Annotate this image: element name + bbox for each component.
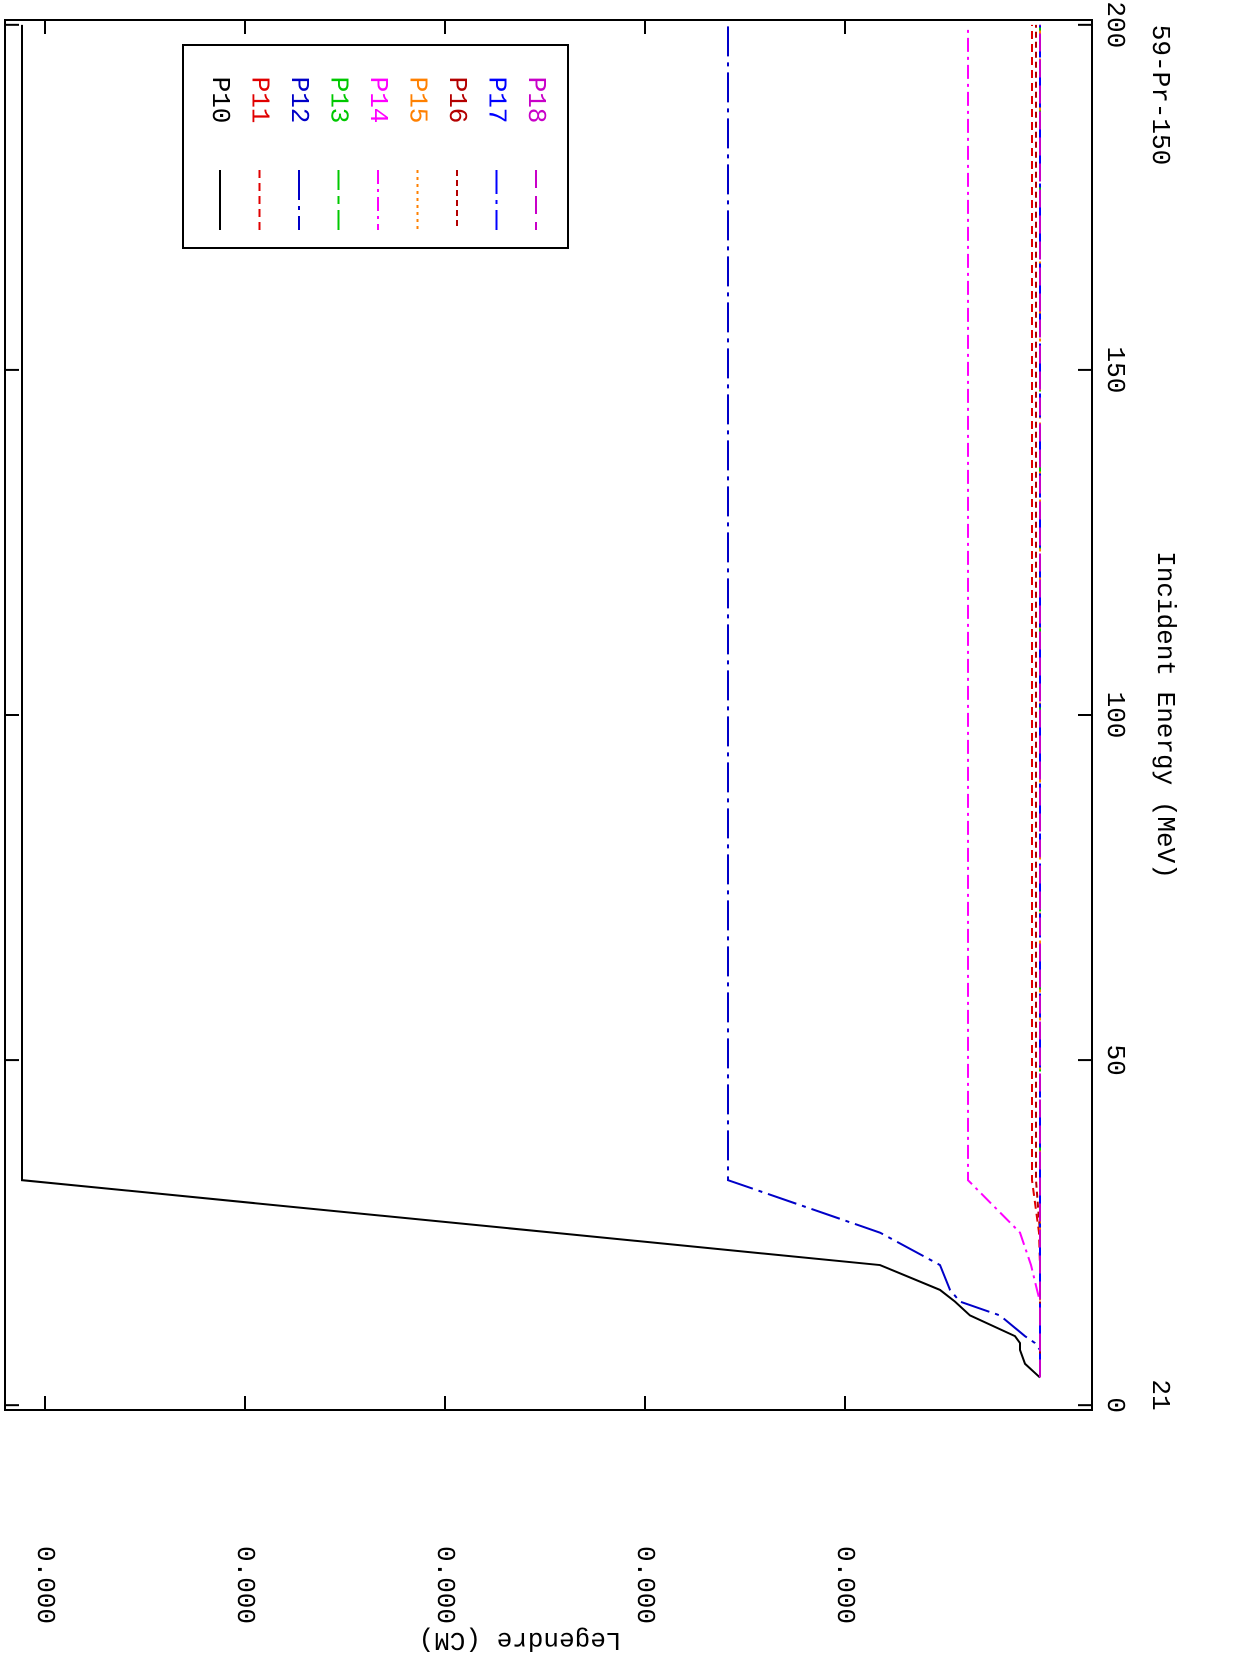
legend-label: P18 [521, 77, 551, 124]
legend-box [182, 44, 569, 249]
x-tick-label: 100 [1100, 692, 1130, 739]
legend-label: P17 [482, 77, 512, 124]
y-tick-label: 0.000 [830, 1546, 860, 1624]
legend-label: P16 [442, 77, 472, 124]
x-tick-label: 50 [1100, 1044, 1130, 1075]
y-tick-label: 0.000 [30, 1546, 60, 1624]
legend-label: P13 [324, 77, 354, 124]
legend-label: P15 [403, 77, 433, 124]
legend-label: P10 [205, 77, 235, 124]
y-tick-label: 0.000 [630, 1546, 660, 1624]
series-line [727, 24, 1041, 1378]
y-tick-label: 0.000 [430, 1546, 460, 1624]
y-axis-label: Legendre (CM) [419, 1625, 622, 1655]
y-tick-label: 0.000 [230, 1546, 260, 1624]
corner-label: 21 [1145, 1379, 1175, 1410]
x-tick-label: 200 [1100, 1, 1130, 48]
x-tick-label: 0 [1100, 1397, 1130, 1413]
legend-label: P11 [245, 77, 275, 124]
legend-label: P14 [363, 77, 393, 124]
series-line [967, 24, 1041, 1378]
corner-label: 59-Pr-150 [1145, 25, 1175, 165]
x-axis-label: Incident Energy (MeV) [1150, 551, 1180, 879]
x-tick-label: 150 [1100, 347, 1130, 394]
legend-label: P12 [284, 77, 314, 124]
series-line [21, 24, 1041, 1379]
